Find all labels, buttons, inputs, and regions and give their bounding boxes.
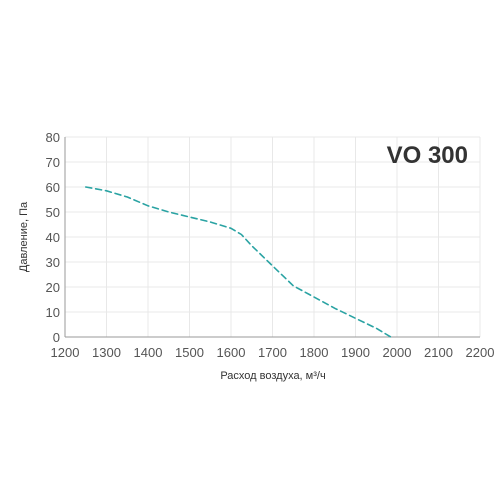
y-tick-label: 10: [46, 305, 60, 320]
axes: [64, 137, 480, 338]
y-tick-label: 0: [53, 330, 60, 345]
x-tick-label: 1800: [300, 345, 329, 360]
y-tick-label: 80: [46, 130, 60, 145]
x-tick-label: 1200: [51, 345, 80, 360]
series-line: [85, 186, 392, 338]
grid: [65, 136, 481, 337]
x-tick-label: 2100: [424, 345, 453, 360]
x-tick-label: 2200: [466, 345, 495, 360]
x-tick-label: 1900: [341, 345, 370, 360]
x-tick-label: 2000: [383, 345, 412, 360]
y-tick-label: 40: [46, 230, 60, 245]
y-tick-label: 70: [46, 155, 60, 170]
x-tick-label: 1300: [92, 345, 121, 360]
x-tick-label: 1400: [134, 345, 163, 360]
x-tick-label: 1600: [217, 345, 246, 360]
x-axis-label: Расход воздуха, м³/ч: [220, 370, 325, 382]
y-tick-label: 50: [46, 205, 60, 220]
x-tick-labels: 1200 1300 1400 1500 1600 1700 1800 1900 2000 2100…: [51, 345, 495, 360]
y-tick-labels: 0 10 20 30 40 50 60 70 80: [46, 130, 60, 345]
y-axis-label: Давление, Па: [18, 201, 30, 272]
y-tick-label: 60: [46, 180, 60, 195]
y-tick-label: 20: [46, 280, 60, 295]
x-tick-label: 1700: [258, 345, 287, 360]
y-tick-label: 30: [46, 255, 60, 270]
x-tick-label: 1500: [175, 345, 204, 360]
chart-title: VO 300: [387, 142, 468, 169]
series-layer: [85, 186, 392, 338]
